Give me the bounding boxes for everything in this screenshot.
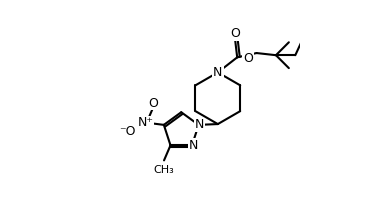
- Text: N: N: [213, 66, 222, 79]
- Text: N: N: [189, 139, 198, 152]
- Text: N: N: [195, 118, 204, 131]
- Text: ⁻O: ⁻O: [119, 125, 136, 138]
- Text: O: O: [230, 27, 240, 40]
- Text: N⁺: N⁺: [137, 116, 154, 129]
- Text: O: O: [148, 97, 158, 110]
- Text: O: O: [243, 52, 253, 65]
- Text: CH₃: CH₃: [154, 165, 174, 175]
